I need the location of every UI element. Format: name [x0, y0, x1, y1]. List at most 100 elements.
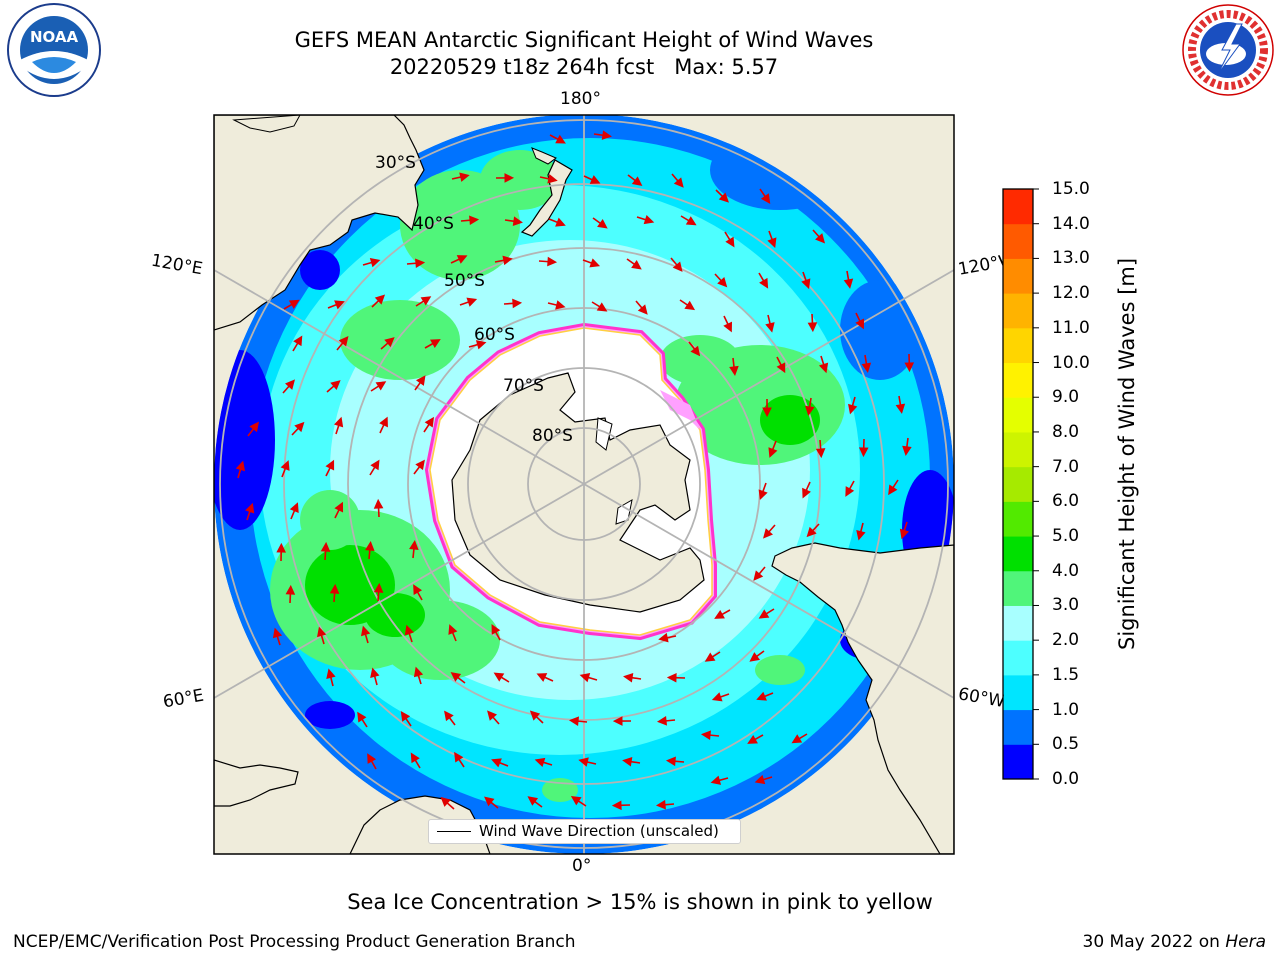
wave-direction-arrowhead [334, 300, 345, 310]
wave-direction-arrowhead [578, 757, 589, 767]
wave-direction-arrowhead [555, 217, 566, 227]
wave-direction-arrowhead [334, 416, 344, 428]
wave-direction-arrowhead [902, 445, 912, 456]
lat-label-60s: 60°S [474, 325, 515, 345]
south-america-landmass [771, 542, 954, 854]
wave-direction-arrowhead [334, 501, 344, 513]
colorbar-segment [1003, 431, 1033, 468]
colorbar-segment [1003, 397, 1033, 433]
wave-direction-arrowhead [666, 672, 677, 683]
wave-direction-arrowhead [684, 300, 696, 311]
wave-direction-arrowhead [672, 261, 683, 272]
wave-direction-arrowhead [420, 296, 432, 306]
map-legend: Wind Wave Direction (unscaled) [428, 819, 741, 844]
wave-direction-arrowhead [444, 710, 454, 722]
wave-direction-arrowhead [806, 526, 817, 538]
map-frame [213, 114, 955, 855]
wave-direction-arrowhead [276, 542, 286, 553]
wave-direction-arrowhead [245, 502, 255, 514]
wave-direction-arrowhead [725, 236, 735, 248]
new-zealand-landmass [520, 159, 573, 237]
colorbar-segment [1003, 709, 1033, 745]
colorbar-tick-label: 8.0 [1052, 421, 1080, 442]
wave-direction-arrowhead [765, 322, 775, 333]
wave-direction-arrowhead [768, 447, 778, 458]
wave-direction-arrowhead [466, 297, 478, 307]
wave-direction-arrowhead [293, 335, 303, 347]
wave-direction-arrowhead [655, 799, 666, 810]
footer-organization: NCEP/EMC/Verification Post Processing Pr… [13, 932, 576, 952]
colorbar-segment [1003, 362, 1033, 398]
wave-direction-arrowhead [845, 486, 855, 497]
wave-direction-arrowhead [637, 304, 648, 315]
wave-direction-arrowhead [843, 278, 854, 289]
nws-logo [1182, 4, 1274, 96]
colorbar-tick-label: 2.0 [1052, 630, 1080, 651]
wave-direction-arrowhead [493, 672, 505, 682]
wave-direction-arrowhead [861, 362, 872, 373]
wave-direction-arrowhead [804, 405, 815, 416]
wave-direction-arrowhead [723, 321, 733, 333]
wave-direction-arrowhead [704, 652, 716, 662]
colorbar-tick-label: 15.0 [1052, 179, 1090, 199]
wave-direction-arrowhead [611, 800, 622, 811]
wave-direction-arrowhead [430, 339, 441, 349]
wave-direction-arrowhead [370, 667, 380, 679]
wave-direction-arrowhead [555, 300, 566, 310]
wave-direction-arrowhead [338, 335, 349, 347]
wave-direction-arrowhead [568, 716, 580, 726]
colorbar-segment [1003, 605, 1033, 641]
wave-direction-arrowhead [360, 625, 371, 637]
colorbar-segment [1003, 570, 1033, 606]
wave-direction-arrowhead [791, 734, 803, 744]
wave-direction-arrowhead [807, 322, 818, 333]
footer-date-text: 30 May 2022 on [1082, 932, 1220, 952]
wave-direction-arrowhead [612, 716, 623, 726]
colorbar-tick-label: 12.0 [1052, 283, 1090, 304]
wave-direction-arrowhead [410, 752, 420, 764]
lat-label-80s: 80°S [532, 426, 573, 446]
wave-direction-arrowhead [413, 584, 423, 595]
wave-direction-arrowhead [673, 177, 684, 188]
wave-direction-arrowhead [317, 626, 327, 638]
wave-direction-arrowhead [760, 193, 771, 204]
wave-direction-arrowhead [895, 403, 906, 414]
chart-subtitle: 20220529 t18z 264h fcst Max: 5.57 [389, 55, 779, 79]
wave-direction-arrowhead [596, 302, 608, 312]
colorbar-segment [1003, 466, 1033, 502]
lon-label-0: 0° [572, 856, 592, 876]
wave-direction-arrowhead [367, 753, 377, 764]
wave-direction-arrowhead [589, 175, 601, 184]
wind-wave-arrows [235, 130, 915, 811]
colorbar-segment [1003, 293, 1033, 329]
wave-direction-arrowhead [717, 277, 728, 288]
wave-direction-arrowhead [448, 624, 458, 635]
wave-direction-arrowhead [776, 362, 786, 374]
svg-text:NOAA: NOAA [30, 28, 79, 46]
wave-direction-arrowhead [502, 255, 513, 266]
wave-direction-arrowhead [848, 403, 858, 415]
wave-direction-arrowhead [424, 416, 434, 428]
noaa-logo: NOAA [7, 3, 101, 97]
wave-direction-arrowhead [285, 379, 295, 390]
wave-direction-arrowhead [749, 652, 760, 662]
wave-direction-arrowhead [357, 711, 367, 723]
wave-direction-arrowhead [665, 756, 676, 767]
wave-direction-arrowhead [469, 215, 480, 226]
wave-direction-arrowhead [631, 176, 643, 186]
wave-direction-arrowhead [373, 498, 384, 509]
wave-direction-arrowhead [527, 796, 539, 806]
wave-direction-arrowhead [416, 375, 426, 386]
wave-direction-arrowhead [763, 528, 773, 539]
wave-direction-arrowhead [643, 214, 655, 225]
colorbar-segment [1003, 501, 1033, 537]
graticule [214, 115, 954, 854]
colorbar-tick-label: 0.5 [1052, 734, 1080, 755]
wave-direction-arrowhead [294, 421, 305, 433]
wave-direction-arrowhead [459, 172, 470, 182]
antarctica-landmass [451, 372, 705, 613]
wave-direction-arrowhead [729, 365, 739, 377]
wave-direction-arrowhead [815, 448, 826, 459]
colorbar-tick-label: 1.5 [1052, 664, 1080, 685]
